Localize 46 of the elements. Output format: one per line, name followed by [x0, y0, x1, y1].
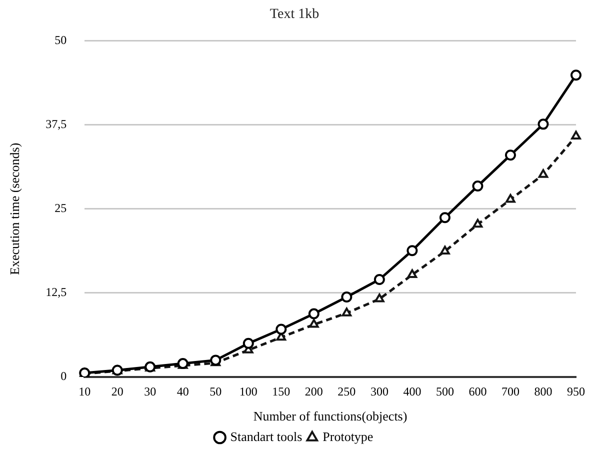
x-tick-label: 50: [210, 384, 222, 398]
x-tick-label: 250: [338, 384, 356, 398]
x-tick-label: 800: [534, 384, 552, 398]
point: [538, 118, 549, 130]
point: [242, 338, 254, 349]
point: [309, 319, 319, 328]
legend-label: Standart tools: [230, 428, 302, 444]
x-tick-label: 700: [501, 384, 520, 398]
point: [504, 150, 516, 161]
point: [472, 180, 484, 192]
point: [342, 308, 352, 316]
y-tick-label: 25: [54, 201, 67, 216]
point: [570, 70, 582, 81]
point: [308, 308, 320, 320]
point: [571, 130, 581, 140]
x-tick-label: 500: [436, 384, 454, 398]
chart-title: Text 1kb: [270, 7, 320, 22]
x-tick-label: 20: [111, 384, 124, 398]
point: [538, 169, 548, 178]
x-tick-label: 300: [370, 384, 388, 398]
x-tick-label: 600: [468, 384, 487, 398]
x-tick-label: 950: [567, 384, 585, 398]
y-tick-label: 0: [60, 369, 67, 384]
point: [406, 245, 418, 256]
x-tick-label: 150: [272, 384, 290, 398]
x-tick-label: 30: [144, 384, 156, 398]
y-tick-label: 37,5: [46, 117, 67, 132]
y-tick-label: 12,5: [46, 285, 67, 300]
point: [440, 246, 450, 255]
x-tick-label: 400: [403, 384, 422, 398]
legend-label: Prototype: [322, 428, 374, 444]
point: [506, 194, 516, 203]
point: [374, 274, 385, 285]
x-tick-label: 10: [78, 384, 91, 398]
y-axis-title: Execution time (seconds): [7, 142, 22, 275]
point: [276, 324, 287, 335]
point: [407, 269, 418, 278]
x-tick-label: 200: [304, 384, 323, 398]
point: [472, 218, 483, 228]
x-tick-label: 100: [239, 384, 258, 398]
x-tick-label: 40: [176, 384, 189, 398]
x-axis-title: Number of functions(objects): [253, 408, 408, 424]
point: [341, 291, 352, 302]
y-tick-label: 50: [54, 32, 67, 47]
point: [374, 294, 384, 302]
point: [439, 212, 450, 224]
